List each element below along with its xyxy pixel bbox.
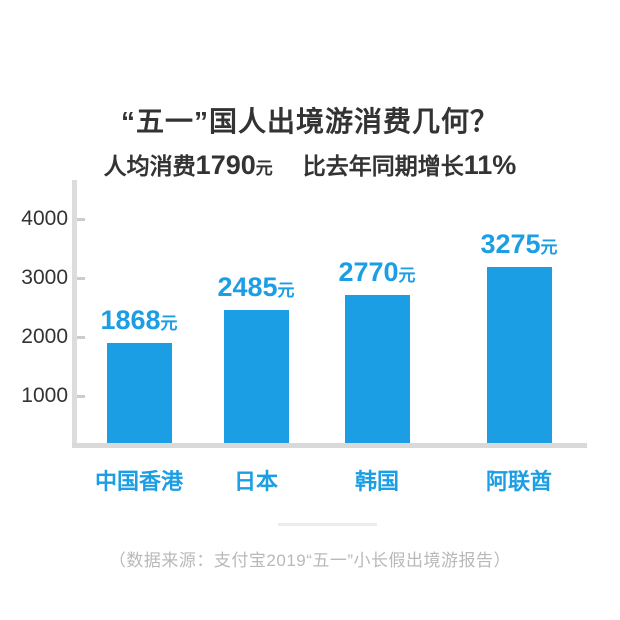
y-tick-label: 2000 <box>21 325 68 348</box>
bar-value-label: 2485元 <box>186 272 326 307</box>
subtitle-middle: 比去年同期增长 <box>302 153 464 179</box>
bar-韩国 <box>344 295 410 443</box>
bar-value-unit: 元 <box>277 281 295 300</box>
x-category-label: 阿联酋 <box>485 469 552 494</box>
bar-日本 <box>223 310 289 443</box>
bar-value-label: 3275元 <box>449 229 589 264</box>
data-source-note: （数据来源：支付宝2019“五一”小长假出境游报告） <box>108 551 512 570</box>
y-tick-mark <box>77 277 85 280</box>
bar-value-label: 2770元 <box>307 257 447 292</box>
x-category-label: 中国香港 <box>94 469 183 494</box>
subtitle-unit-yuan: 元 <box>255 159 273 178</box>
subtitle-value-consumption: 1790 <box>195 150 256 180</box>
bar-value-number: 1868 <box>100 305 161 335</box>
y-tick-mark <box>77 395 85 398</box>
chart-title: “五一”国人出境游消费几何？ <box>120 106 499 137</box>
bar-value-unit: 元 <box>540 238 558 257</box>
bar-value-unit: 元 <box>160 314 178 333</box>
x-category-label: 日本 <box>233 469 278 494</box>
bar-value-number: 2770 <box>338 257 399 287</box>
bar-阿联酋 <box>486 267 552 443</box>
x-axis-line <box>72 443 587 448</box>
chart-subtitle: 人均消费1790元 比去年同期增长11% <box>0 147 620 181</box>
bar-value-unit: 元 <box>398 266 416 285</box>
subtitle-prefix: 人均消费 <box>103 153 196 179</box>
y-tick-label: 3000 <box>21 266 68 289</box>
y-tick-mark <box>77 336 85 339</box>
y-axis-line <box>72 180 77 448</box>
y-tick-mark <box>77 218 85 221</box>
x-category-label: 韩国 <box>354 469 399 494</box>
footer-divider <box>278 523 377 526</box>
bar-value-number: 2485 <box>217 272 278 302</box>
bar-中国香港 <box>106 343 172 443</box>
y-tick-label: 1000 <box>21 384 68 407</box>
subtitle-value-growth: 11% <box>463 150 517 180</box>
y-tick-label: 4000 <box>21 207 68 230</box>
bar-value-label: 1868元 <box>69 305 209 340</box>
bar-value-number: 3275 <box>480 229 541 259</box>
